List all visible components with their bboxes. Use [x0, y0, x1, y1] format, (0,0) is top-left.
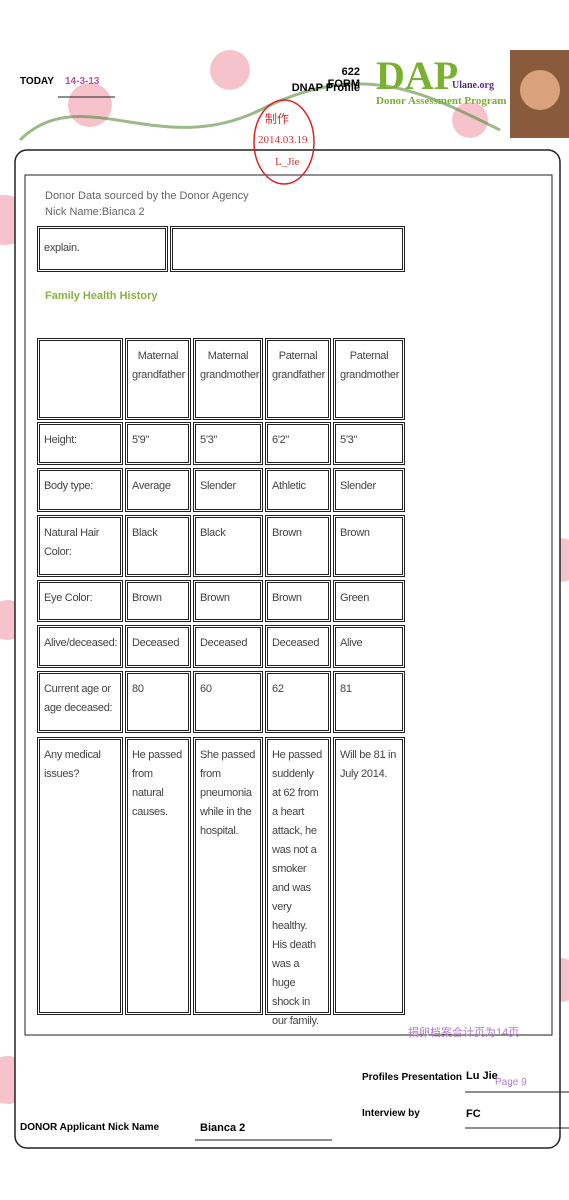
row-label: Eye Color: [37, 580, 123, 622]
column-header: Paternal grandmother [333, 338, 405, 420]
table-cell: 81 [333, 671, 405, 733]
row-label: Any medical issues? [37, 737, 123, 1015]
table-cell: 5'9" [125, 422, 191, 465]
table-cell: Deceased [265, 625, 331, 668]
today-date: 14-3-13 [65, 76, 100, 87]
row-label: Body type: [37, 468, 123, 512]
interview-label: Interview by [362, 1108, 420, 1119]
stamp-2: 2014.03.19 [258, 134, 308, 146]
table-cell: She passed from pneumonia while in the h… [193, 737, 263, 1015]
applicant-label: DONOR Applicant Nick Name [20, 1122, 160, 1133]
table-cell: Athletic [265, 468, 331, 512]
donor-source: Donor Data sourced by the Donor Agency [45, 190, 249, 202]
table-cell: Brown [125, 580, 191, 622]
table-cell: Brown [193, 580, 263, 622]
table-cell: Deceased [125, 625, 191, 668]
row-label: Alive/deceased: [37, 625, 123, 668]
table-cell: Black [125, 515, 191, 577]
table-cell: 6'2" [265, 422, 331, 465]
header-cell [37, 338, 123, 420]
presentation-label: Profiles Presentation [362, 1072, 463, 1083]
interviewer: FC [466, 1108, 481, 1120]
page-no: Page 9 [495, 1077, 527, 1088]
row-label: Height: [37, 422, 123, 465]
table-cell: 62 [265, 671, 331, 733]
explain: explain. [37, 226, 168, 272]
table-cell: Green [333, 580, 405, 622]
column-header: Maternal grandmother [193, 338, 263, 420]
nick-name: Nick Name:Bianca 2 [45, 206, 145, 218]
row-label: Current age or age deceased: [37, 671, 123, 733]
table-cell: Will be 81 in July 2014. [333, 737, 405, 1015]
table-cell: Alive [333, 625, 405, 668]
presenter: Lu Jie [466, 1070, 498, 1082]
form-name: DNAP Profile [291, 82, 360, 94]
explain-value [170, 226, 405, 272]
table-cell: He passed suddenly at 62 from a heart at… [265, 737, 331, 1027]
table-cell: Deceased [193, 625, 263, 668]
table-cell: Average [125, 468, 191, 512]
table-cell: He passed from natural causes. [125, 737, 191, 1015]
column-header: Paternal grandfather [265, 338, 331, 420]
stamp-3: L_Jie [275, 156, 300, 168]
applicant: Bianca 2 [200, 1122, 246, 1134]
site: Ulane.org [452, 80, 494, 91]
table-cell: 80 [125, 671, 191, 733]
column-header: Maternal grandfather [125, 338, 191, 420]
table-cell: 5'3" [333, 422, 405, 465]
today-label: TODAY [20, 76, 54, 87]
table-cell: Slender [333, 468, 405, 512]
section-title: Family Health History [45, 290, 158, 302]
table-cell: 5'3" [193, 422, 263, 465]
table-cell: 60 [193, 671, 263, 733]
row-label: Natural Hair Color: [37, 515, 123, 577]
program: Donor Assessment Program [376, 95, 507, 107]
logo: DAP [376, 53, 459, 98]
note: 捐卵档案合计页为14页 [408, 1027, 520, 1039]
table-cell: Brown [265, 515, 331, 577]
table-cell: Black [193, 515, 263, 577]
table-cell: Brown [333, 515, 405, 577]
form-no: 622 FORM [327, 66, 360, 90]
stamp-1: 制作 [265, 112, 290, 126]
table-cell: Brown [265, 580, 331, 622]
table-cell: Slender [193, 468, 263, 512]
